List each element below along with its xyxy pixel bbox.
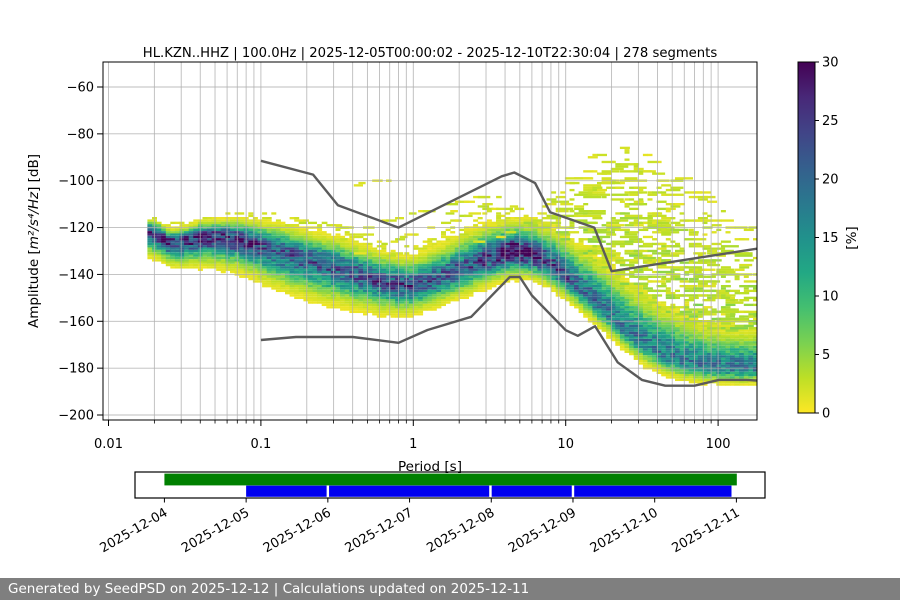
colorbar-label: [%]: [844, 226, 860, 249]
colorbar: 0 5 10 15 20 25 30: [797, 56, 839, 422]
timeline-date-label: 2025-12-08: [424, 505, 497, 556]
timeline-data-segment: [574, 485, 732, 497]
grid-lines: [103, 62, 757, 420]
colorbar-tick-label: 0: [822, 407, 830, 422]
timeline-calculated-segment: [164, 473, 737, 486]
y-tick-label: −140: [58, 268, 94, 283]
plot-title: HL.KZN..HHZ | 100.0Hz | 2025-12-05T00:00…: [143, 46, 718, 61]
nlnm-line: [260, 275, 757, 387]
y-tick-label: −180: [58, 362, 94, 377]
timeline-date-label: 2025-12-04: [97, 505, 170, 556]
x-tick-label: 100: [706, 437, 731, 452]
timeline-data-segment: [329, 485, 490, 497]
x-tick-label: 10: [557, 437, 574, 452]
x-tick-label: 0.01: [94, 437, 123, 452]
colorbar-tick-label: 15: [822, 231, 839, 246]
axes-frame-and-ticks: 0.01 0.1 1 10 100 −60 −80 −100 −120 −140 −160 −180 −…: [58, 61, 758, 452]
y-tick-label: −120: [58, 221, 94, 236]
y-tick-label: −100: [58, 174, 94, 189]
colorbar-tick-label: 20: [822, 173, 839, 188]
footer-status-bar: Generated by SeedPSD on 2025-12-12 | Cal…: [0, 578, 900, 600]
ppsd-plot-canvas: 0.01 0.1 1 10 100−60−80−100−120−140−160−180−…: [26, 46, 860, 556]
y-axis-label: Amplitude [m²/s⁴/Hz] [dB]: [26, 154, 42, 328]
coverage-timeline: 2025-12-04 2025-12-05 2025-12-06 2025-12-07…: [97, 471, 766, 556]
timeline-date-label: 2025-12-07: [343, 505, 416, 556]
timeline-date-label: 2025-12-06: [261, 505, 334, 556]
timeline-date-label: 2025-12-10: [588, 505, 661, 556]
colorbar-tick-label: 25: [822, 114, 839, 129]
timeline-date-label: 2025-12-09: [506, 505, 579, 556]
y-tick-label: −160: [58, 315, 94, 330]
x-tick-label: 0.1: [251, 437, 272, 452]
y-tick-label: −60: [67, 81, 94, 96]
nhnm-line: [260, 159, 757, 273]
colorbar-tick-label: 30: [822, 56, 839, 71]
y-tick-label: −80: [67, 127, 94, 142]
x-axis-label: Period [s]: [398, 459, 462, 475]
timeline-date-label: 2025-12-05: [179, 505, 252, 556]
colorbar-tick-label: 5: [822, 348, 830, 363]
y-tick-label: −200: [58, 409, 94, 424]
footer-text: Generated by SeedPSD on 2025-12-12 | Cal…: [8, 581, 530, 597]
noise-model-lines: [260, 159, 757, 387]
timeline-data-segment: [491, 485, 572, 497]
timeline-date-label: 2025-12-11: [669, 505, 742, 556]
colorbar-tick-label: 10: [822, 290, 839, 305]
x-tick-label: 1: [409, 437, 417, 452]
timeline-data-segment: [246, 485, 327, 497]
y-axis-label-math: m²/s⁴/Hz: [26, 191, 42, 249]
